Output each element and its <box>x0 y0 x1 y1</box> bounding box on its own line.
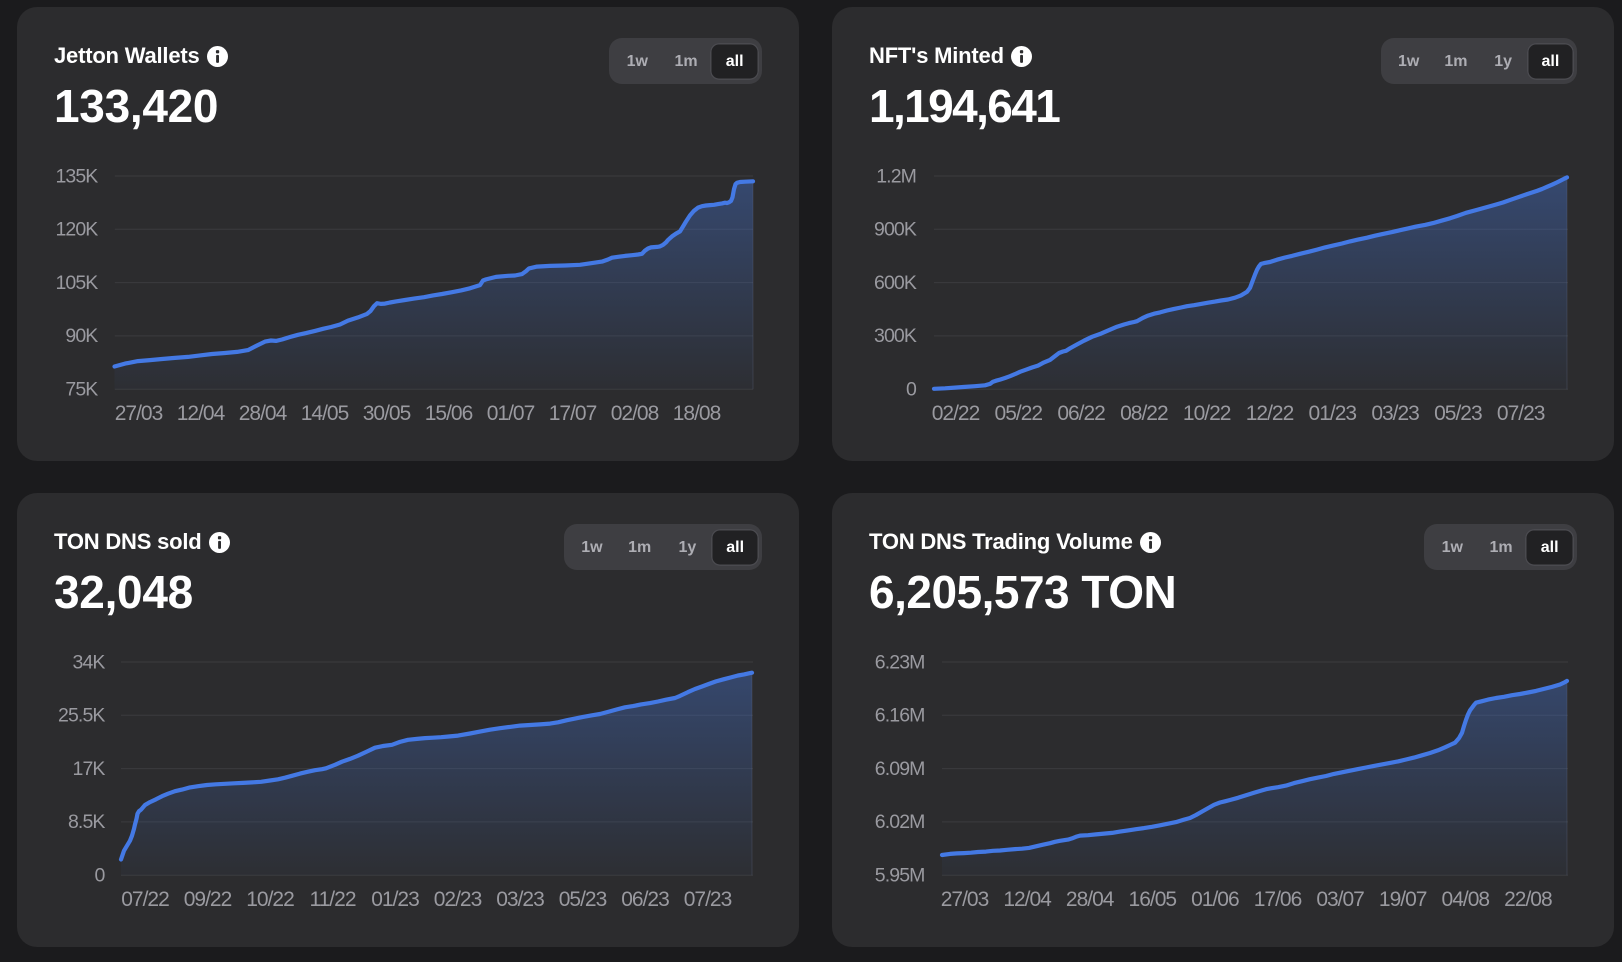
svg-text:03/07: 03/07 <box>1316 888 1364 911</box>
svg-text:07/22: 07/22 <box>121 888 169 911</box>
svg-text:8.5K: 8.5K <box>68 811 105 833</box>
svg-text:17K: 17K <box>73 758 106 780</box>
svg-text:120K: 120K <box>55 219 98 241</box>
svg-text:17/06: 17/06 <box>1254 888 1302 911</box>
svg-text:75K: 75K <box>65 379 98 401</box>
svg-text:04/08: 04/08 <box>1442 888 1490 911</box>
svg-text:08/22: 08/22 <box>1120 402 1168 425</box>
svg-text:6.09M: 6.09M <box>875 758 925 780</box>
svg-text:12/04: 12/04 <box>1003 888 1052 911</box>
svg-text:06/22: 06/22 <box>1057 402 1105 425</box>
svg-text:15/06: 15/06 <box>425 402 473 425</box>
svg-text:10/22: 10/22 <box>246 888 294 911</box>
svg-text:0: 0 <box>95 865 106 887</box>
svg-text:02/08: 02/08 <box>611 402 659 425</box>
svg-text:07/23: 07/23 <box>1497 402 1545 425</box>
svg-text:01/23: 01/23 <box>371 888 419 911</box>
svg-text:19/07: 19/07 <box>1379 888 1427 911</box>
svg-text:14/05: 14/05 <box>301 402 349 425</box>
svg-text:12/04: 12/04 <box>177 402 226 425</box>
svg-text:28/04: 28/04 <box>239 402 288 425</box>
svg-text:1.2M: 1.2M <box>876 165 916 187</box>
svg-text:01/07: 01/07 <box>487 402 535 425</box>
svg-text:16/05: 16/05 <box>1129 888 1177 911</box>
svg-text:05/22: 05/22 <box>995 402 1043 425</box>
svg-text:90K: 90K <box>65 325 98 347</box>
svg-text:27/03: 27/03 <box>941 888 989 911</box>
svg-text:22/08: 22/08 <box>1504 888 1552 911</box>
svg-text:34K: 34K <box>73 651 106 673</box>
svg-text:900K: 900K <box>874 219 917 241</box>
svg-text:12/22: 12/22 <box>1246 402 1294 425</box>
svg-text:135K: 135K <box>55 165 98 187</box>
svg-text:05/23: 05/23 <box>1434 402 1482 425</box>
svg-text:28/04: 28/04 <box>1066 888 1115 911</box>
svg-text:6.16M: 6.16M <box>875 705 925 727</box>
svg-text:27/03: 27/03 <box>115 402 163 425</box>
svg-text:03/23: 03/23 <box>496 888 544 911</box>
svg-text:10/22: 10/22 <box>1183 402 1231 425</box>
svg-text:0: 0 <box>906 379 917 401</box>
svg-text:105K: 105K <box>55 272 98 294</box>
svg-text:02/23: 02/23 <box>434 888 482 911</box>
svg-text:300K: 300K <box>874 325 917 347</box>
svg-text:03/23: 03/23 <box>1371 402 1419 425</box>
svg-text:02/22: 02/22 <box>932 402 980 425</box>
svg-text:17/07: 17/07 <box>549 402 597 425</box>
svg-text:6.02M: 6.02M <box>875 811 925 833</box>
svg-text:07/23: 07/23 <box>684 888 732 911</box>
svg-text:05/23: 05/23 <box>559 888 607 911</box>
svg-text:25.5K: 25.5K <box>58 705 105 727</box>
svg-text:600K: 600K <box>874 272 917 294</box>
svg-text:06/23: 06/23 <box>621 888 669 911</box>
svg-text:09/22: 09/22 <box>184 888 232 911</box>
svg-text:6.23M: 6.23M <box>875 651 925 673</box>
svg-text:11/22: 11/22 <box>310 888 356 911</box>
svg-text:01/23: 01/23 <box>1309 402 1357 425</box>
svg-text:5.95M: 5.95M <box>875 865 925 887</box>
svg-text:30/05: 30/05 <box>363 402 411 425</box>
svg-text:01/06: 01/06 <box>1191 888 1239 911</box>
svg-text:18/08: 18/08 <box>673 402 721 425</box>
